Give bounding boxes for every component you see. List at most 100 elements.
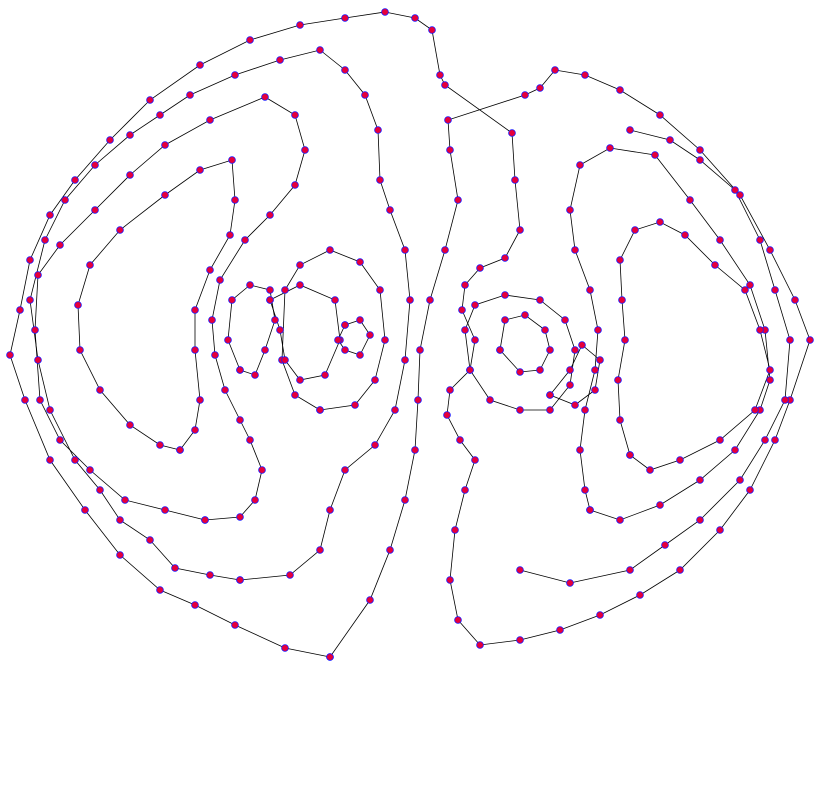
point [731,446,739,454]
point [56,241,64,249]
point [126,421,134,429]
point [296,376,304,384]
point [331,296,339,304]
contour-line [281,249,386,411]
point [586,506,594,514]
point [536,84,544,92]
point [228,156,236,164]
point [291,111,299,119]
point [711,261,719,269]
point [326,506,334,514]
point [571,346,579,354]
point [786,336,794,344]
point [291,391,299,399]
point [521,311,529,319]
point [476,264,484,272]
point [741,286,749,294]
point [36,396,44,404]
point [221,386,229,394]
point [96,386,104,394]
point [156,111,164,119]
point [626,126,634,134]
point [61,196,69,204]
point [196,61,204,69]
point [236,513,244,521]
point [121,496,129,504]
point [231,71,239,79]
point [571,246,579,254]
point [766,366,774,374]
point [41,236,49,244]
point [261,93,269,101]
point [461,326,469,334]
point [716,436,724,444]
point [401,246,409,254]
point [321,371,329,379]
point [581,71,589,79]
point [46,211,54,219]
contour-line [519,129,791,584]
contour-line [499,314,551,373]
point [406,296,414,304]
point [626,451,634,459]
point [441,81,449,89]
point [376,176,384,184]
point [771,436,779,444]
point [381,336,389,344]
point [34,271,42,279]
point [806,336,814,344]
contour-line [569,147,771,521]
point [451,526,459,534]
contour-line [617,221,771,471]
point [228,296,236,304]
point [686,196,694,204]
point [586,286,594,294]
point [161,506,169,514]
point [766,246,774,254]
point [446,576,454,584]
point [646,466,654,474]
point [581,406,589,414]
point [766,376,774,384]
point [116,226,124,234]
point [591,386,599,394]
point [761,436,769,444]
point [371,441,379,449]
point [296,21,304,29]
point [501,291,509,299]
point [621,336,629,344]
point [341,466,349,474]
point [356,316,364,324]
point [236,366,244,374]
point [614,376,622,384]
point [556,626,564,634]
point [56,436,64,444]
point [211,351,219,359]
point [391,406,399,414]
point [401,356,409,364]
point [521,91,529,99]
point [74,301,82,309]
point [156,441,164,449]
point [596,356,604,364]
point [191,306,199,314]
point [251,371,259,379]
point [626,566,634,574]
point [606,144,614,152]
point [401,496,409,504]
point [578,341,586,349]
point [516,406,524,414]
point [286,571,294,579]
point [436,71,444,79]
point [281,286,289,294]
point [471,301,479,309]
point [661,541,669,549]
point [791,296,799,304]
point [618,296,626,304]
point [576,446,584,454]
point [71,456,79,464]
point [296,261,304,269]
point [106,136,114,144]
point [6,351,14,359]
point [416,346,424,354]
